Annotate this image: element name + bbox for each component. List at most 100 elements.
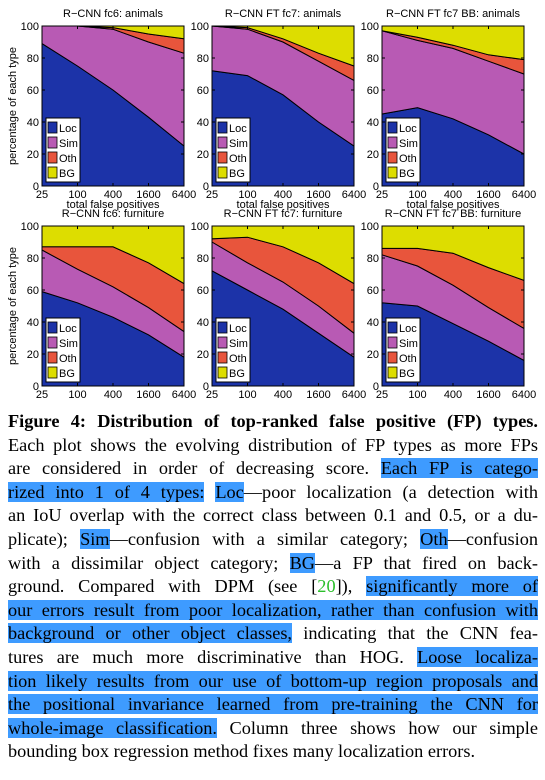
citation-link[interactable]: 20	[317, 576, 336, 597]
legend-swatch-bg	[47, 366, 58, 379]
legend-label-oth: Oth	[59, 353, 77, 365]
legend-swatch-loc	[387, 321, 398, 334]
x-tick-label: 100	[408, 189, 426, 201]
x-tick-label: 1600	[476, 389, 500, 400]
legend-label-sim: Sim	[229, 138, 248, 150]
y-axis-label: percentage of each type	[7, 247, 19, 365]
caption-label: Figure 4:	[8, 411, 86, 431]
x-tick-label: 25	[376, 189, 388, 201]
subplot-4: 0 20 40 60 80 100 25 100 400 1600 6400 R−CNN fc6: f…	[7, 208, 196, 400]
y-tick-label: 0	[373, 381, 379, 393]
y-tick-label: 20	[367, 349, 379, 361]
y-tick-label: 100	[21, 221, 39, 233]
x-tick-label: 6400	[512, 189, 536, 201]
x-axis-label: total false positives	[407, 399, 500, 400]
legend-swatch-loc	[217, 321, 228, 334]
caption-title: Distribution of top-ranked false positiv…	[97, 411, 538, 431]
legend-swatch-oth	[47, 151, 58, 164]
x-tick-label: 100	[408, 389, 426, 400]
y-tick-label: 60	[27, 85, 39, 97]
legend-swatch-loc	[217, 121, 228, 134]
caption-text: ground. Compared with DPM (see [	[8, 576, 318, 597]
x-tick-label: 1600	[306, 189, 330, 201]
y-tick-label: 20	[27, 149, 39, 161]
caption-highlight: rized into 1 of 4 types:	[8, 481, 205, 502]
y-tick-label: 0	[33, 381, 39, 393]
legend-label-bg: BG	[59, 168, 75, 180]
caption-text: —poor localization (a detection with	[243, 481, 538, 502]
figure-4: 0 20 40 60 80 100 25 100 400 1600 6400 R−CNN fc6: a…	[7, 8, 536, 400]
legend-label-sim: Sim	[59, 138, 78, 150]
legend-swatch-sim	[47, 136, 58, 149]
legend-label-loc: Loc	[229, 123, 247, 135]
caption-highlight: Loose localiza-	[417, 646, 538, 667]
subplot-5: 0 20 40 60 80 100 25 100 400 1600 6400 R−CNN FT fc7…	[191, 208, 367, 400]
y-tick-label: 40	[27, 117, 39, 129]
legend-label-sim: Sim	[229, 338, 248, 350]
legend-swatch-oth	[217, 351, 228, 364]
legend-label-bg: BG	[229, 168, 245, 180]
x-tick-label: 400	[444, 389, 462, 400]
x-tick-label: 100	[68, 389, 86, 400]
legend-label-oth: Oth	[229, 353, 247, 365]
x-axis-label: total false positives	[407, 199, 500, 211]
x-tick-label: 6400	[512, 389, 536, 400]
legend-label-sim: Sim	[399, 338, 418, 350]
caption-text: an IoU overlap with the correct class be…	[8, 505, 538, 526]
y-tick-label: 60	[197, 285, 209, 297]
legend-swatch-bg	[387, 166, 398, 179]
legend-swatch-sim	[217, 136, 228, 149]
x-axis-label: total false positives	[67, 399, 160, 400]
x-tick-label: 1600	[136, 189, 160, 201]
legend-label-loc: Loc	[59, 323, 77, 335]
caption-text: indicating that the CNN fea-	[303, 623, 538, 644]
caption-highlight: tion likely results from our use of bott…	[8, 670, 538, 691]
legend-label-oth: Oth	[399, 353, 417, 365]
x-tick-label: 1600	[136, 389, 160, 400]
legend-label-bg: BG	[229, 368, 245, 380]
legend-label-oth: Oth	[229, 153, 247, 165]
caption-text: are considered in order of decreasing sc…	[8, 458, 370, 479]
caption-highlight: the positional invariance learned from p…	[8, 694, 538, 715]
legend-label-bg: BG	[399, 368, 415, 380]
caption-text: bounding box regression method fixes man…	[8, 741, 476, 762]
legend-label-sim: Sim	[399, 138, 418, 150]
caption-text: —confusion with a similar category;	[109, 528, 408, 549]
legend-swatch-sim	[387, 336, 398, 349]
y-tick-label: 0	[203, 181, 209, 193]
x-tick-label: 25	[36, 389, 48, 400]
legend-label-oth: Oth	[59, 153, 77, 165]
y-tick-label: 40	[367, 317, 379, 329]
x-tick-label: 100	[238, 189, 256, 201]
legend-swatch-loc	[47, 121, 58, 134]
caption-text: —a FP that fired on back-	[314, 552, 538, 573]
x-tick-label: 1600	[476, 189, 500, 201]
plot-title: R−CNN fc6: animals	[63, 8, 163, 20]
y-tick-label: 40	[367, 117, 379, 129]
x-tick-label: 400	[444, 189, 462, 201]
caption-highlight: whole-image classification.	[8, 717, 217, 738]
caption-text: —confusion	[447, 528, 538, 549]
caption-text: plicate);	[8, 528, 68, 549]
x-axis-label: total false positives	[67, 199, 160, 211]
caption-text: Each plot shows the evolving distributio…	[8, 434, 538, 455]
legend-label-bg: BG	[59, 368, 75, 380]
legend-swatch-oth	[387, 151, 398, 164]
x-tick-label: 25	[376, 389, 388, 400]
y-axis-label: percentage of each type	[7, 47, 19, 165]
x-axis-label: total false positives	[237, 199, 330, 211]
x-axis-label: total false positives	[237, 399, 330, 400]
caption-text: with a dissimilar object category;	[8, 552, 279, 573]
caption-highlight: Each FP is catego-	[380, 458, 538, 479]
legend-label-sim: Sim	[59, 338, 78, 350]
legend-swatch-sim	[387, 136, 398, 149]
caption-highlight: our errors result from poor localization…	[8, 599, 538, 620]
y-tick-label: 100	[191, 221, 209, 233]
y-tick-label: 20	[197, 349, 209, 361]
y-tick-label: 60	[367, 285, 379, 297]
y-tick-label: 80	[197, 253, 209, 265]
x-tick-label: 100	[238, 389, 256, 400]
legend-label-loc: Loc	[59, 123, 77, 135]
x-tick-label: 25	[206, 389, 218, 400]
x-tick-label: 400	[104, 389, 122, 400]
